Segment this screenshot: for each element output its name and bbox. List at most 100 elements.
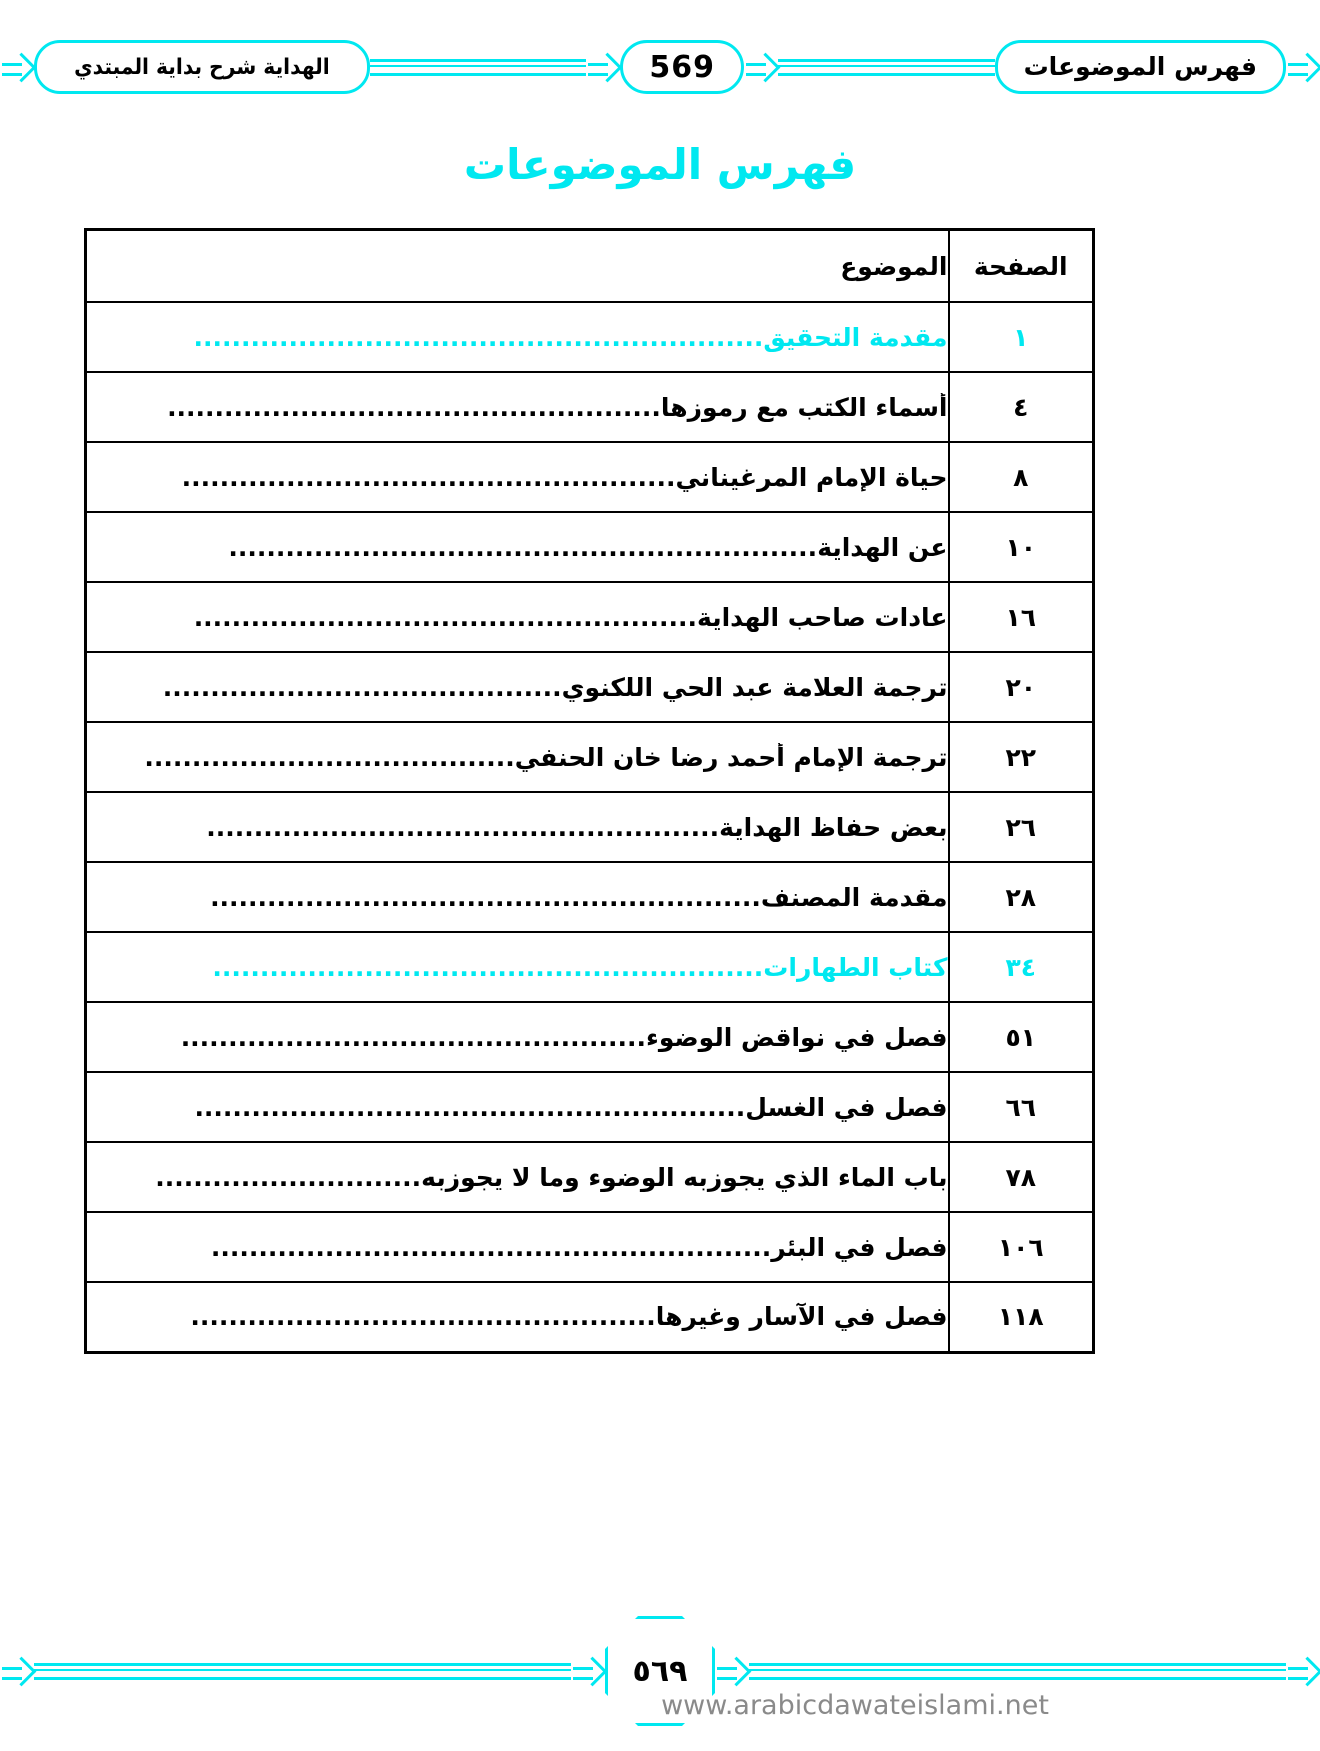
toc-page-number: ١ (947, 301, 1095, 373)
toc-topic-cell: باب الماء الذي يجوزبه الوضوء وما لا يجوز… (84, 1141, 950, 1213)
toc-leader-dots: ........................................… (180, 1022, 647, 1052)
toc-leader-dots: ........................................… (228, 532, 818, 562)
toc-leader-dots: ........................................… (181, 462, 676, 492)
toc-page-number: ٤ (947, 371, 1095, 443)
toc-topic-cell: فصل في نواقض الوضوء.....................… (84, 1001, 950, 1073)
toc-topic-cell: حياة الإمام المرغيناني..................… (84, 441, 950, 513)
toc-topic-text: أسماء الكتب مع رموزها (660, 392, 948, 422)
arrow-ornament-icon (715, 1654, 749, 1688)
table-row[interactable]: ٧٨ باب الماء الذي يجوزبه الوضوء وما لا يج… (84, 1141, 1095, 1213)
toc-page-number: ٢٢ (947, 721, 1095, 793)
table-row[interactable]: ١٦ عادات صاحب الهداية....................… (84, 581, 1095, 653)
toc-topic-text: فصل في الآسار وغيرها (655, 1302, 948, 1332)
toc-topic-cell: فصل في الآسار وغيرها....................… (84, 1281, 950, 1353)
toc-page-number: ٧٨ (947, 1141, 1095, 1213)
site-watermark: www.arabicdawateislami.net (661, 1690, 1049, 1721)
toc-topic-label: ترجمة الإمام أحمد رضا خان الحنفي........… (88, 742, 948, 772)
table-row[interactable]: ٢٨ مقدمة المصنف..........................… (84, 861, 1095, 933)
table-row[interactable]: ١١٨ فصل في الآسار وغيرها.................… (84, 1281, 1095, 1353)
toc-topic-label: ترجمة العلامة عبد الحي اللكنوي..........… (88, 672, 948, 702)
toc-topic-text: ترجمة الإمام أحمد رضا خان الحنفي (514, 742, 948, 772)
toc-topic-text: كتاب الطهارات (763, 952, 948, 982)
toc-topic-label: مقدمة التحقيق...........................… (88, 322, 948, 352)
toc-leader-dots: ....................................... (144, 742, 515, 772)
toc-topic-label: حياة الإمام المرغيناني..................… (88, 462, 948, 492)
table-row[interactable]: ٣٤ كتاب الطهارات.........................… (84, 931, 1095, 1003)
toc-topic-text: عادات صاحب الهداية (697, 602, 948, 632)
footer-page-number: ٥٦٩ (632, 1653, 688, 1689)
toc-topic-cell: فصل في الغسل............................… (84, 1071, 950, 1143)
table-row[interactable]: ١٠٦ فصل في البئر.........................… (84, 1211, 1095, 1283)
toc-leader-dots: ............................ (155, 1162, 422, 1192)
arrow-ornament-icon (1286, 1654, 1320, 1688)
toc-leader-dots: ........................................… (206, 812, 720, 842)
header-left-cap: فهرس الموضوعات (994, 40, 1286, 94)
toc-header-row: الصفحة الموضوع (84, 228, 1095, 303)
toc-leader-dots: ........................................… (212, 952, 764, 982)
toc-page-number: ٦٦ (947, 1071, 1095, 1143)
page-title: فهرس الموضوعات (463, 140, 857, 189)
toc-topic-cell: أسماء الكتب مع رموزها...................… (84, 371, 950, 443)
page-header-ornament: فهرس الموضوعات 569 الهداية شرح بداية الم… (0, 32, 1320, 102)
toc-topic-text: مقدمة التحقيق (763, 322, 948, 352)
table-row[interactable]: ٢٦ بعض حفاظ الهداية......................… (84, 791, 1095, 863)
toc-topic-label: باب الماء الذي يجوزبه الوضوء وما لا يجوز… (88, 1162, 948, 1192)
toc-topic-text: فصل في الغسل (745, 1092, 948, 1122)
toc-page-number: ٢٠ (947, 651, 1095, 723)
table-row[interactable]: ٦٦ فصل في الغسل..........................… (84, 1071, 1095, 1143)
toc-topic-cell: ترجمة الإمام أحمد رضا خان الحنفي........… (84, 721, 950, 793)
rail-ornament-right (369, 58, 587, 76)
table-row[interactable]: ٨ حياة الإمام المرغيناني.................… (84, 441, 1095, 513)
toc-topic-text: بعض حفاظ الهداية (719, 812, 948, 842)
toc-leader-dots: ........................................… (167, 392, 661, 422)
toc-topic-label: أسماء الكتب مع رموزها...................… (88, 392, 948, 422)
toc-page-number: ٣٤ (947, 931, 1095, 1003)
table-row[interactable]: ١٠ عن الهداية............................… (84, 511, 1095, 583)
arrow-ornament-icon (1286, 50, 1320, 84)
header-page-number: 569 (649, 49, 715, 85)
toc-table: الصفحة الموضوع ١ مقدمة التحقيق...........… (84, 228, 1095, 1354)
toc-topic-label: عن الهداية..............................… (88, 532, 948, 562)
header-page-number-cap: 569 (620, 40, 744, 94)
arrow-ornament-icon (571, 1654, 605, 1688)
toc-topic-text: عن الهداية (817, 532, 948, 562)
toc-topic-cell: عادات صاحب الهداية......................… (84, 581, 950, 653)
toc-topic-text: ترجمة العلامة عبد الحي اللكنوي (561, 672, 948, 702)
table-row[interactable]: ٢٢ ترجمة الإمام أحمد رضا خان الحنفي......… (84, 721, 1095, 793)
toc-topic-label: فصل في نواقض الوضوء.....................… (88, 1022, 948, 1052)
toc-table-body: ١ مقدمة التحقيق..........................… (84, 301, 1095, 1353)
toc-topic-label: فصل في البئر............................… (88, 1233, 947, 1262)
table-row[interactable]: ٢٠ ترجمة العلامة عبد الحي اللكنوي........… (84, 651, 1095, 723)
toc-leader-dots: ........................................… (193, 602, 698, 632)
toc-page-number: ١١٨ (947, 1281, 1095, 1353)
toc-topic-cell: مقدمة المصنف............................… (84, 861, 950, 933)
toc-topic-label: فصل في الغسل............................… (88, 1092, 948, 1122)
toc-topic-cell: كتاب الطهارات...........................… (84, 931, 950, 1003)
toc-topic-text: باب الماء الذي يجوزبه الوضوء وما لا يجوز… (421, 1162, 948, 1192)
rail-ornament-footer-right (34, 1662, 571, 1680)
toc-page-number: ١٠ (947, 511, 1095, 583)
rail-ornament-left (778, 58, 995, 76)
toc-topic-text: حياة الإمام المرغيناني (675, 462, 948, 492)
toc-topic-label: كتاب الطهارات...........................… (88, 952, 948, 982)
toc-topic-cell: ترجمة العلامة عبد الحي اللكنوي..........… (84, 651, 950, 723)
toc-table-head: الصفحة الموضوع (84, 228, 1095, 303)
page-footer-ornament: ٥٦٩ (0, 1616, 1320, 1726)
table-row[interactable]: ٥١ فصل في نواقض الوضوء...................… (84, 1001, 1095, 1073)
toc-topic-text: مقدمة المصنف (760, 882, 948, 912)
column-header-topic: الموضوع (84, 228, 950, 303)
toc-page-number: ١٠٦ (947, 1211, 1095, 1283)
table-row[interactable]: ٤ أسماء الكتب مع رموزها..................… (84, 371, 1095, 443)
table-row[interactable]: ١ مقدمة التحقيق..........................… (84, 301, 1095, 373)
toc-topic-label: فصل في الآسار وغيرها....................… (88, 1302, 948, 1332)
toc-topic-text: فصل في نواقض الوضوء (646, 1022, 948, 1052)
toc-topic-label: بعض حفاظ الهداية........................… (88, 812, 948, 842)
arrow-ornament-icon (0, 50, 34, 84)
toc-topic-label: مقدمة المصنف............................… (88, 882, 948, 912)
toc-topic-cell: عن الهداية..............................… (84, 511, 950, 583)
rail-ornament-footer-left (749, 1662, 1286, 1680)
header-section-label: فهرس الموضوعات (1023, 52, 1257, 82)
arrow-ornament-icon (586, 50, 620, 84)
arrow-ornament-icon (744, 50, 778, 84)
toc-topic-cell: مقدمة التحقيق...........................… (84, 301, 950, 373)
